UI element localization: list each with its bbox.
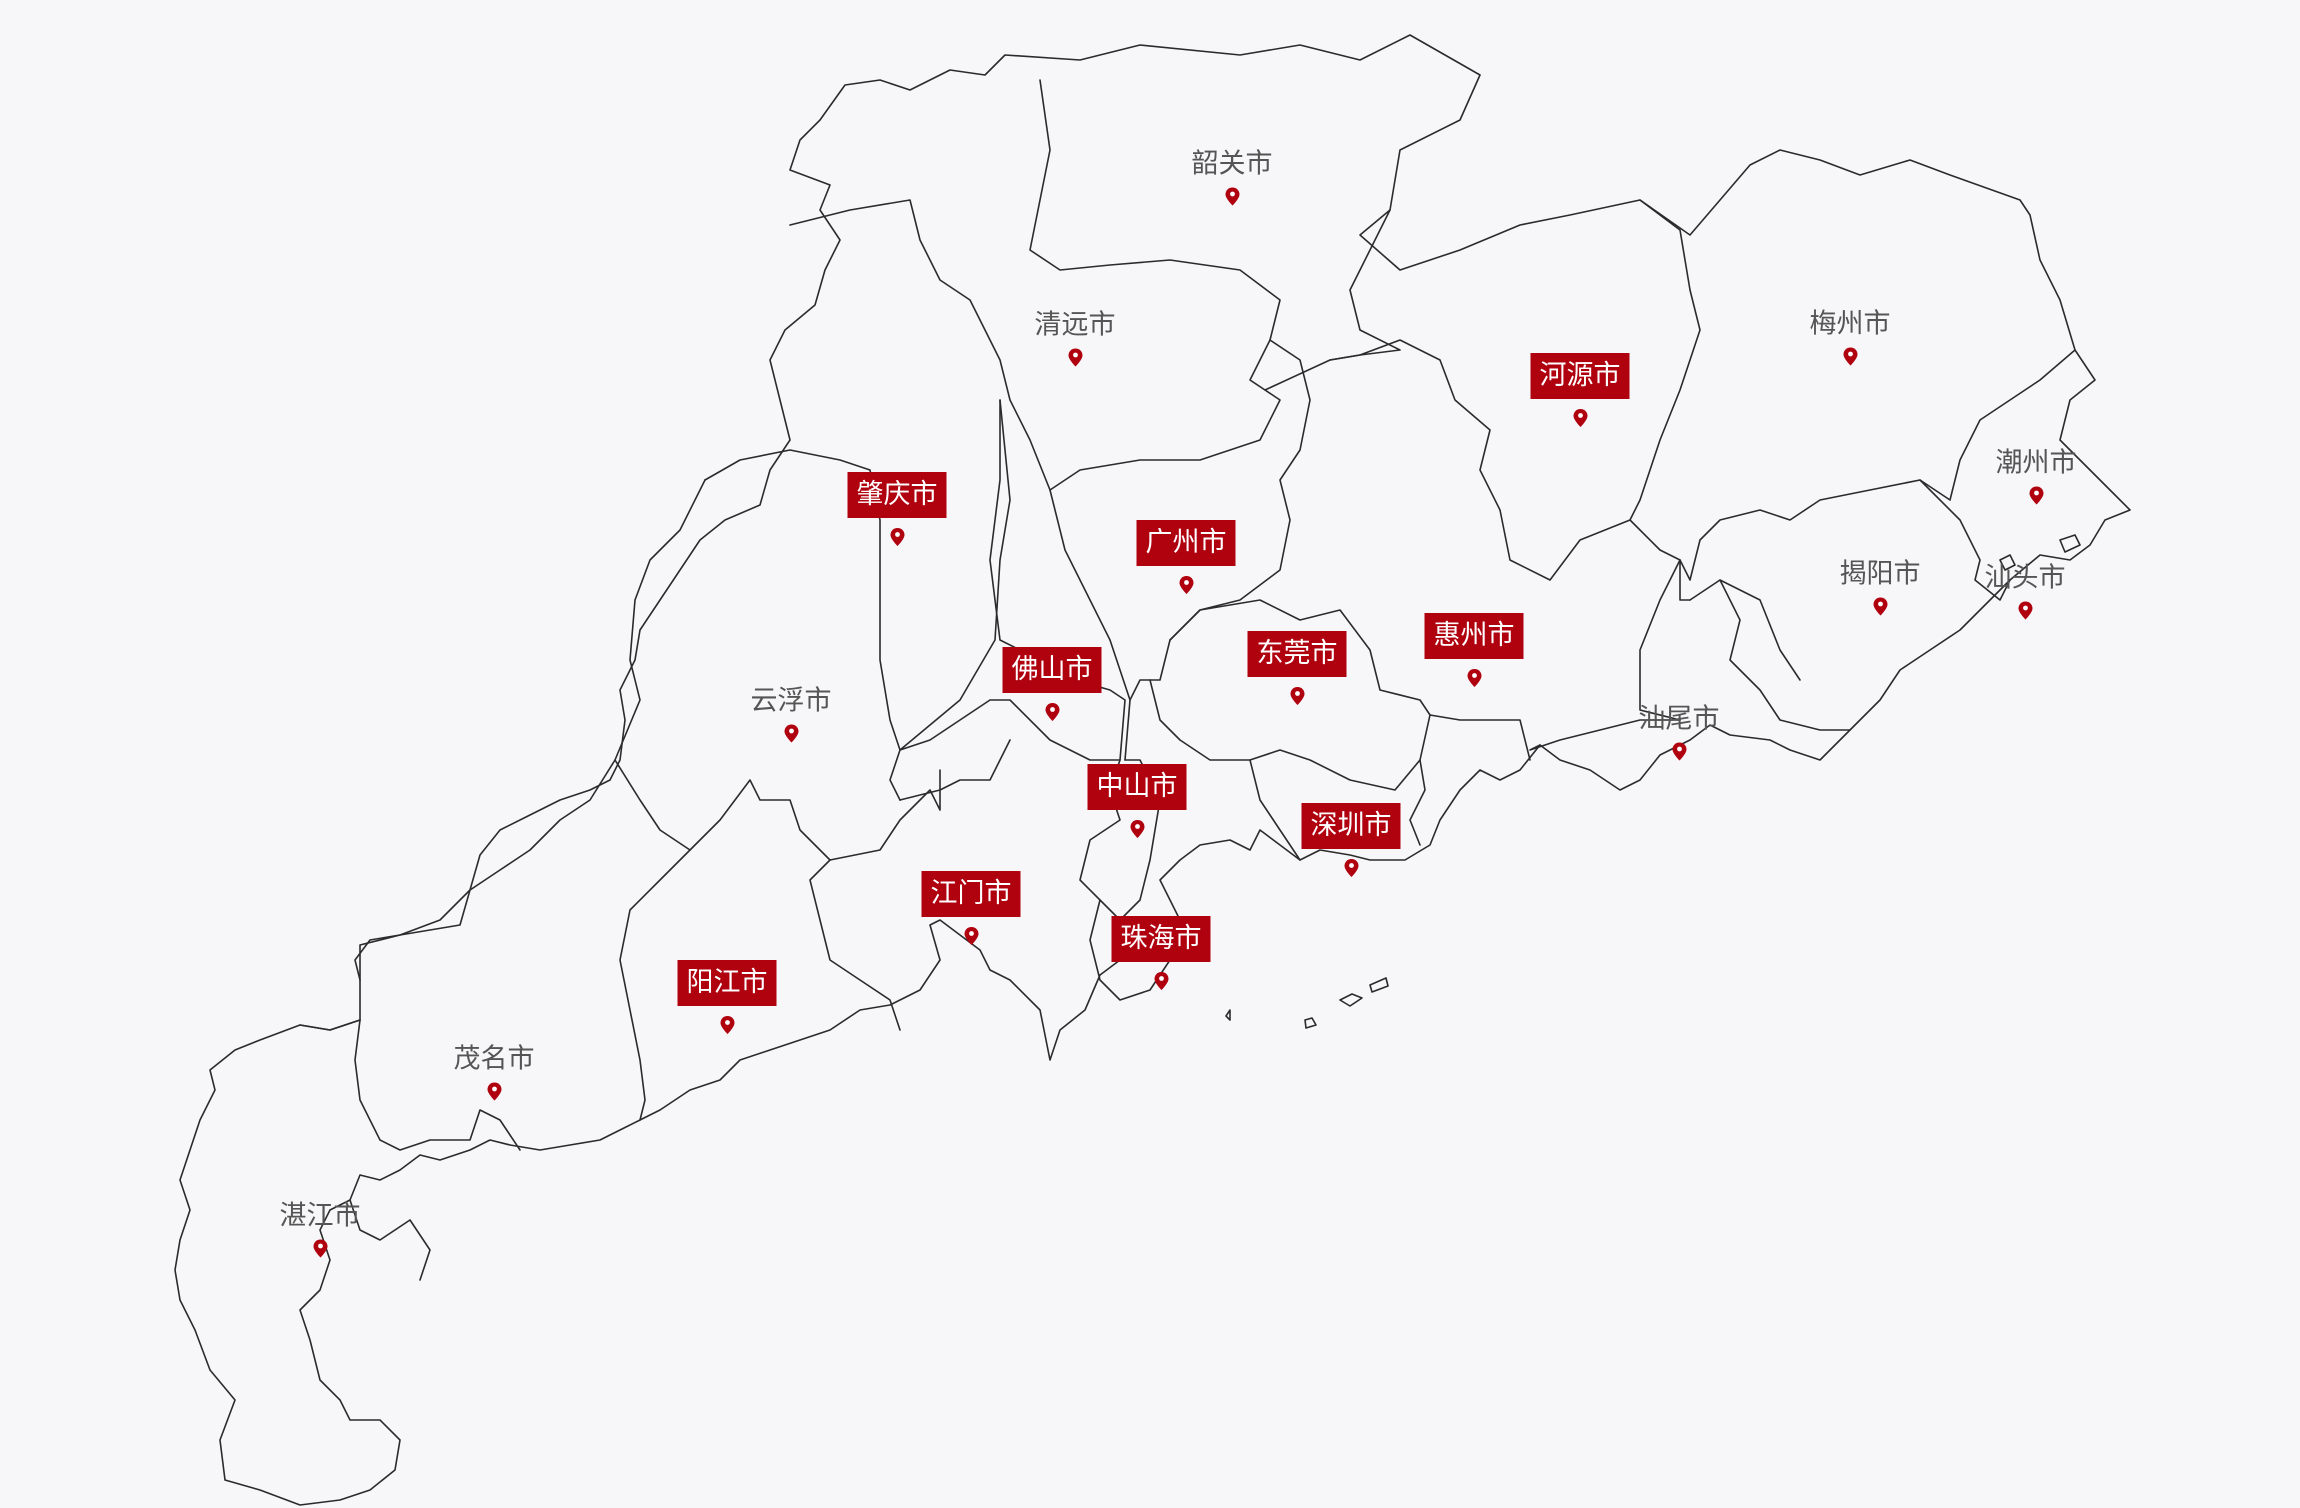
city-marker-qingyuan[interactable]: 清远市 <box>1035 312 1116 367</box>
map-pin-icon[interactable] <box>313 1239 327 1258</box>
city-label-shaoguan[interactable]: 韶关市 <box>1191 148 1273 180</box>
map-pin-icon[interactable] <box>1225 187 1239 206</box>
boundary-huizhou-shanwei <box>1429 714 1681 761</box>
map-pin-icon[interactable] <box>1573 409 1587 427</box>
city-label-foshan[interactable]: 佛山市 <box>1002 647 1102 693</box>
city-marker-maoming[interactable]: 茂名市 <box>454 1046 535 1101</box>
map-pin-icon[interactable] <box>2018 601 2032 620</box>
map-pin-icon[interactable] <box>1130 820 1144 838</box>
boundary-meizhou-chaozhou <box>1679 349 2076 601</box>
boundary-jiangmen <box>809 739 1011 1031</box>
map-pin-icon[interactable] <box>964 927 978 945</box>
boundary-heyuan-meizhou <box>1629 199 1701 521</box>
map-pin-icon[interactable] <box>1045 703 1059 721</box>
boundary-jieyang-shanwei <box>1689 579 1851 731</box>
city-marker-yangjiang[interactable]: 阳江市 <box>677 960 777 1034</box>
map-pin-icon[interactable] <box>1467 669 1481 687</box>
boundary-yunfu <box>614 479 941 861</box>
city-label-qingyuan[interactable]: 清远市 <box>1034 309 1116 341</box>
boundary-heyuan-huizhou <box>1329 339 1681 721</box>
city-marker-zhanjiang[interactable]: 湛江市 <box>280 1203 361 1258</box>
city-marker-zhongshan[interactable]: 中山市 <box>1087 764 1187 838</box>
city-marker-zhaoqing[interactable]: 肇庆市 <box>847 472 947 546</box>
city-label-zhanjiang[interactable]: 湛江市 <box>279 1200 361 1232</box>
map-pin-icon[interactable] <box>1154 972 1168 990</box>
boundary-qingyuan-zhaoqing <box>789 199 1131 761</box>
city-marker-huizhou[interactable]: 惠州市 <box>1424 613 1524 687</box>
city-boundaries <box>174 34 2131 1506</box>
city-label-guangzhou[interactable]: 广州市 <box>1136 520 1236 566</box>
boundary-zhuhai <box>1089 899 1171 1001</box>
city-label-dongguan[interactable]: 东莞市 <box>1247 631 1347 677</box>
boundary-zhanjiang <box>299 1019 431 1281</box>
city-label-zhongshan[interactable]: 中山市 <box>1087 764 1187 810</box>
city-label-meizhou[interactable]: 梅州市 <box>1809 308 1891 340</box>
city-label-maoming[interactable]: 茂名市 <box>453 1043 535 1075</box>
city-label-huizhou[interactable]: 惠州市 <box>1424 613 1524 659</box>
map-pin-icon[interactable] <box>1843 347 1857 366</box>
city-label-shanwei[interactable]: 汕尾市 <box>1638 703 1720 735</box>
city-label-heyuan[interactable]: 河源市 <box>1530 353 1630 399</box>
city-marker-foshan[interactable]: 佛山市 <box>1002 647 1102 721</box>
island <box>1225 534 2081 1029</box>
map-pin-icon[interactable] <box>784 724 798 743</box>
city-marker-guangzhou[interactable]: 广州市 <box>1136 520 1236 594</box>
map-pin-icon[interactable] <box>890 528 904 546</box>
city-label-zhuhai[interactable]: 珠海市 <box>1111 916 1211 962</box>
map-pin-icon[interactable] <box>1068 348 1082 367</box>
map-pin-icon[interactable] <box>487 1082 501 1101</box>
city-marker-zhuhai[interactable]: 珠海市 <box>1111 916 1211 990</box>
map-pin-icon[interactable] <box>1873 597 1887 616</box>
city-marker-shenzhen[interactable]: 深圳市 <box>1301 803 1401 877</box>
boundary-guangzhou <box>1049 339 1311 701</box>
city-label-zhaoqing[interactable]: 肇庆市 <box>847 472 947 518</box>
city-label-chaozhou[interactable]: 潮州市 <box>1995 447 2077 479</box>
boundary-maoming <box>354 889 521 1151</box>
city-marker-dongguan[interactable]: 东莞市 <box>1247 631 1347 705</box>
city-label-shantou[interactable]: 汕头市 <box>1984 562 2066 594</box>
boundary-foshan <box>889 399 1126 801</box>
boundary-zhaoqing-west <box>704 399 1011 751</box>
city-label-yunfu[interactable]: 云浮市 <box>750 685 832 717</box>
map-pin-icon[interactable] <box>1672 742 1686 761</box>
map-pin-icon[interactable] <box>1179 576 1193 594</box>
map-pin-icon[interactable] <box>2029 486 2043 505</box>
city-label-jieyang[interactable]: 揭阳市 <box>1839 558 1921 590</box>
map-pin-icon[interactable] <box>1290 687 1304 705</box>
map-pin-icon[interactable] <box>720 1016 734 1034</box>
city-marker-shanwei[interactable]: 汕尾市 <box>1639 706 1720 761</box>
boundary-yangjiang <box>469 759 691 1121</box>
city-label-shenzhen[interactable]: 深圳市 <box>1301 803 1401 849</box>
city-marker-jiangmen[interactable]: 江门市 <box>921 871 1021 945</box>
map-pin-icon[interactable] <box>1344 859 1358 877</box>
province-outline <box>174 34 2131 1506</box>
city-marker-shaoguan[interactable]: 韶关市 <box>1192 151 1273 206</box>
boundary-chaozhou-jieyang <box>1919 479 2011 601</box>
city-label-jiangmen[interactable]: 江门市 <box>921 871 1021 917</box>
city-marker-chaozhou[interactable]: 潮州市 <box>1996 450 2077 505</box>
city-marker-heyuan[interactable]: 河源市 <box>1530 353 1630 427</box>
city-marker-meizhou[interactable]: 梅州市 <box>1810 311 1891 366</box>
city-marker-shantou[interactable]: 汕头市 <box>1985 565 2066 620</box>
city-marker-jieyang[interactable]: 揭阳市 <box>1840 561 1921 616</box>
boundary-shenzhen <box>1249 759 1426 861</box>
city-marker-yunfu[interactable]: 云浮市 <box>751 688 832 743</box>
city-label-yangjiang[interactable]: 阳江市 <box>677 960 777 1006</box>
